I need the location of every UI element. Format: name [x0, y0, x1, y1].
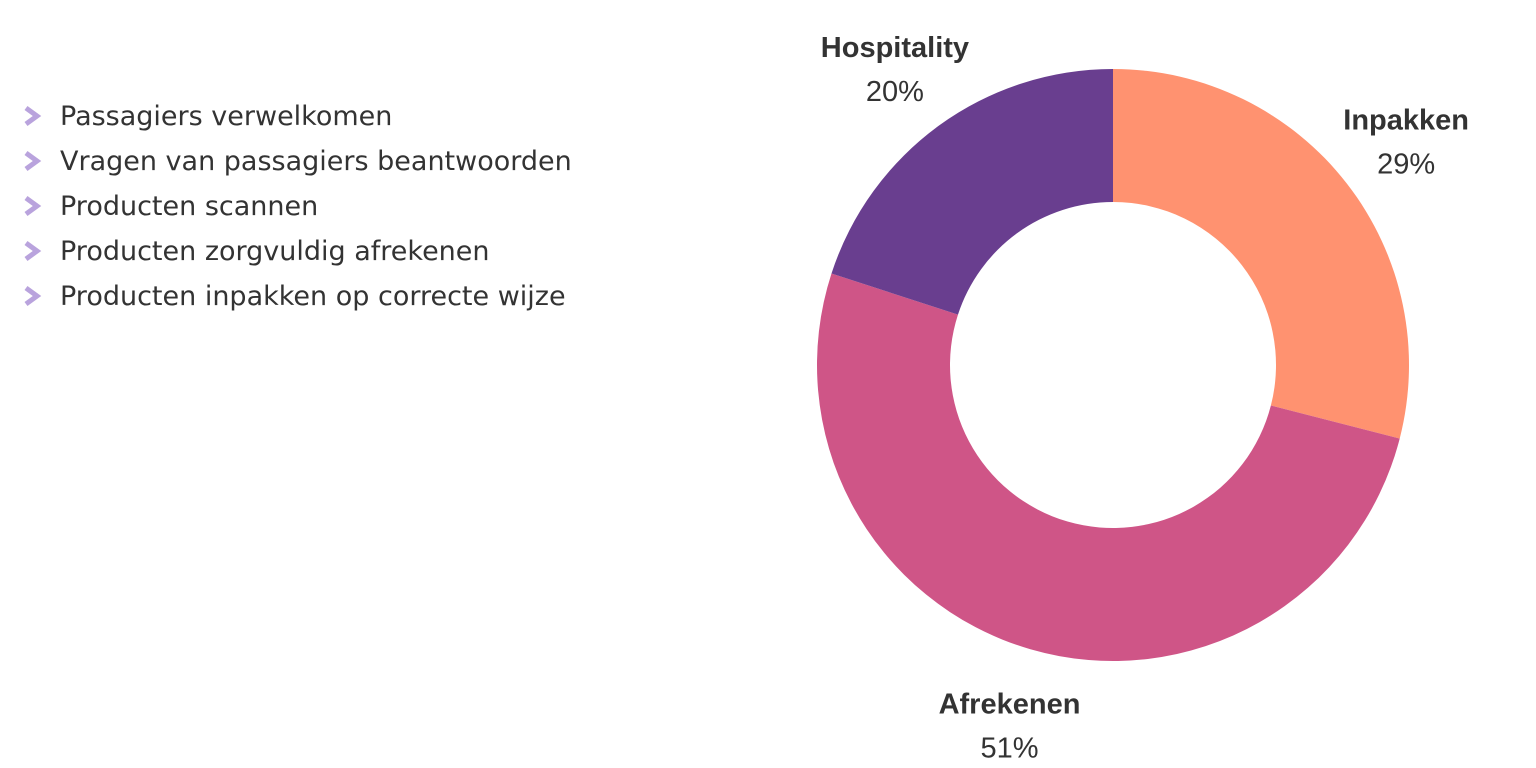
- task-item: Producten scannen: [22, 184, 572, 229]
- task-item: Vragen van passagiers beantwoorden: [22, 139, 572, 184]
- slice-label-hospitality: Hospitality: [821, 32, 969, 64]
- chevron-right-icon: [24, 240, 42, 262]
- chevron-right-icon: [24, 285, 42, 307]
- task-item-label: Producten scannen: [60, 191, 319, 222]
- task-item-label: Producten inpakken op correcte wijze: [60, 281, 566, 312]
- slice-value-afrekenen: 51%: [980, 732, 1038, 764]
- task-item: Producten inpakken op correcte wijze: [22, 274, 572, 319]
- slice-value-hospitality: 20%: [866, 76, 924, 108]
- slice-value-inpakken: 29%: [1377, 149, 1435, 181]
- donut-slice-inpakken: [1113, 69, 1409, 439]
- task-list: Passagiers verwelkomen Vragen van passag…: [22, 94, 572, 319]
- donut-slice-afrekenen: [816, 273, 1400, 662]
- task-item-label: Producten zorgvuldig afrekenen: [60, 236, 490, 267]
- task-item-label: Passagiers verwelkomen: [60, 101, 393, 132]
- task-item-label: Vragen van passagiers beantwoorden: [60, 146, 572, 177]
- task-item: Producten zorgvuldig afrekenen: [22, 229, 572, 274]
- chevron-right-icon: [24, 105, 42, 127]
- chevron-right-icon: [24, 150, 42, 172]
- donut-slices: [816, 69, 1409, 662]
- chevron-right-icon: [24, 195, 42, 217]
- task-item: Passagiers verwelkomen: [22, 94, 572, 139]
- donut-labels: Inpakken 29% Afrekenen 51% Hospitality 20%: [821, 32, 1469, 764]
- donut-slice-hospitality: [831, 69, 1113, 315]
- slice-label-inpakken: Inpakken: [1343, 105, 1469, 137]
- slice-label-afrekenen: Afrekenen: [939, 688, 1081, 720]
